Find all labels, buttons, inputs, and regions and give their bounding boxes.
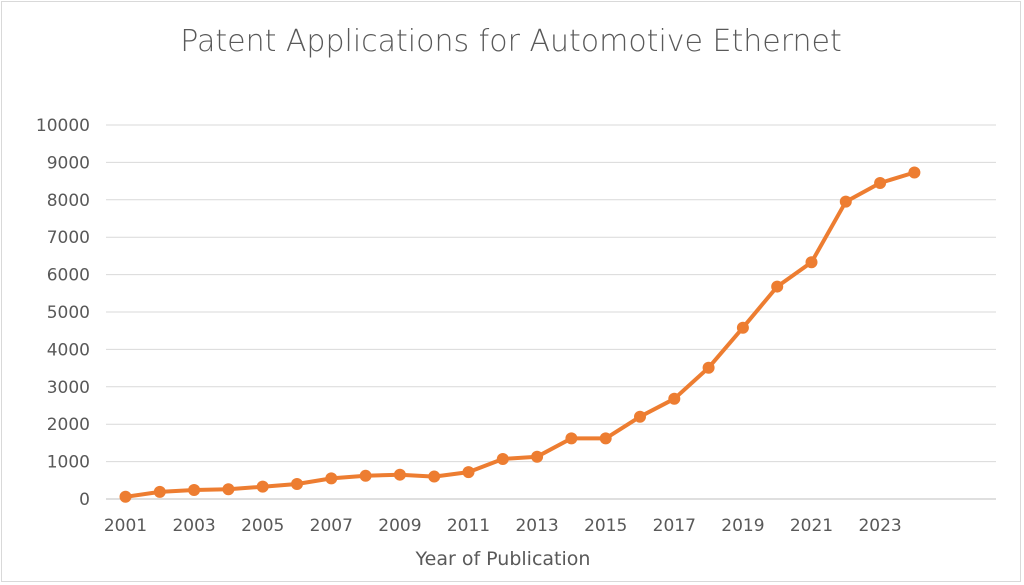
data-point: [736, 321, 749, 334]
data-point: [256, 480, 269, 493]
x-tick-label: 2007: [310, 516, 353, 536]
x-tick-label: 2003: [172, 516, 215, 536]
y-tick-label: 5000: [47, 303, 90, 323]
data-point: [291, 478, 303, 491]
x-axis-title: Year of Publication: [415, 548, 591, 570]
data-point: [839, 195, 852, 208]
data-point: [222, 483, 235, 496]
x-tick-label: 2015: [584, 516, 627, 536]
series-group: [119, 166, 921, 503]
data-point: [359, 469, 372, 482]
data-point: [874, 176, 887, 189]
data-point: [428, 470, 441, 483]
y-tick-label: 7000: [47, 228, 90, 248]
x-tick-label: 2019: [721, 516, 764, 536]
data-point: [908, 166, 921, 179]
x-tick-label: 2013: [515, 516, 558, 536]
data-point: [462, 466, 475, 479]
gridlines: [106, 124, 996, 500]
y-tick-label: 2000: [47, 415, 90, 435]
data-point: [565, 432, 578, 445]
data-point: [153, 485, 166, 498]
x-tick-label: 2011: [447, 516, 490, 536]
data-point: [325, 472, 338, 485]
x-tick-label: 2021: [790, 516, 833, 536]
y-tick-label: 3000: [47, 378, 90, 398]
x-tick-label: 2005: [241, 516, 284, 536]
y-tick-label: 0: [79, 490, 90, 510]
x-axis-ticks: 2001 2003 2005 2007 2009 2011 2013 2015 2017 2019…: [104, 516, 902, 536]
data-point: [599, 432, 612, 445]
x-tick-label: 2009: [378, 516, 421, 536]
x-tick-label: 2023: [858, 516, 901, 536]
y-tick-label: 9000: [47, 153, 90, 173]
data-point: [805, 256, 818, 269]
data-point: [531, 450, 544, 463]
data-point: [119, 490, 132, 503]
data-point: [668, 392, 681, 405]
data-point: [496, 452, 509, 465]
x-tick-label: 2017: [653, 516, 696, 536]
chart-title: Patent Applications for Automotive Ether…: [180, 24, 842, 59]
y-tick-label: 6000: [47, 266, 90, 286]
series-line: [123, 170, 917, 499]
y-tick-label: 4000: [47, 340, 90, 360]
data-point: [188, 484, 201, 497]
y-tick-label: 10000: [36, 116, 90, 136]
data-point: [393, 468, 406, 481]
y-axis-ticks: 0 1000 2000 3000 4000 5000 6000 7000 8000 9000 100…: [36, 116, 90, 510]
y-tick-label: 8000: [47, 191, 90, 211]
data-point: [702, 361, 715, 374]
y-tick-label: 1000: [47, 453, 90, 473]
data-point: [771, 280, 784, 293]
x-tick-label: 2001: [104, 516, 147, 536]
data-point: [634, 410, 646, 423]
